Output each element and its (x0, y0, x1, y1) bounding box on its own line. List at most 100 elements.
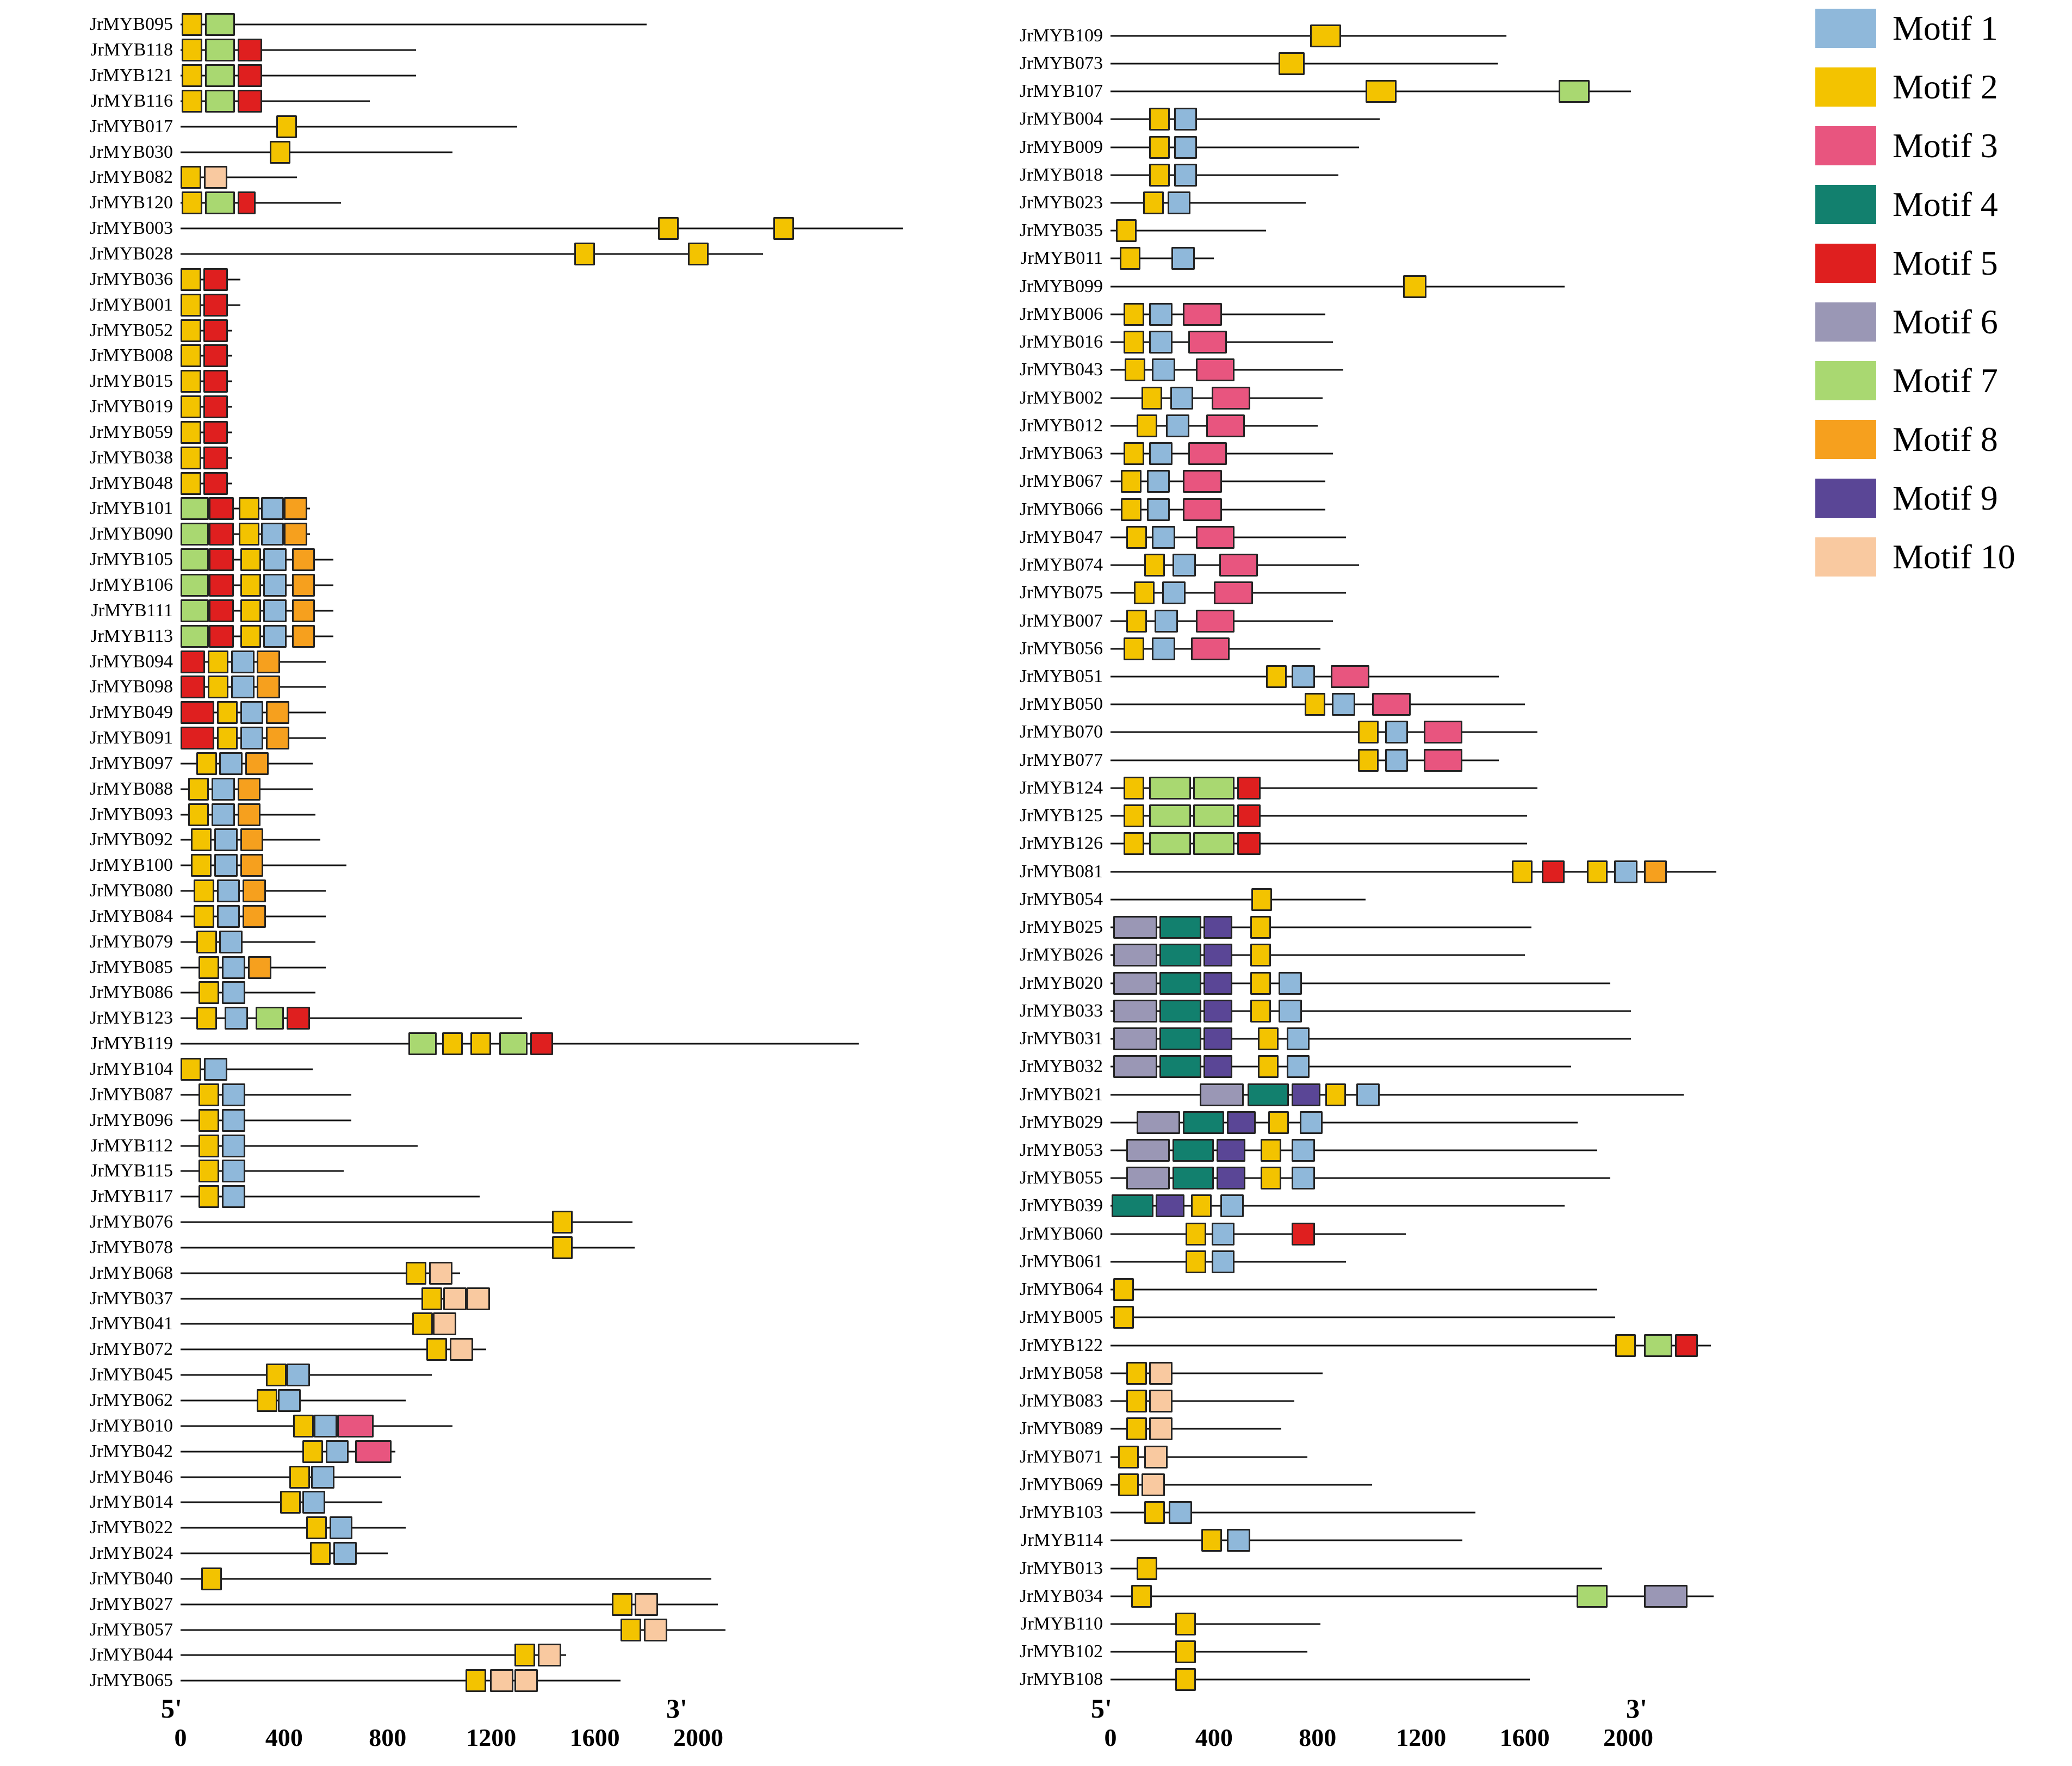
motif-box-motif1 (1146, 498, 1170, 521)
gene-row: JrMYB106 (0, 573, 925, 598)
motif-box-motif1 (240, 727, 264, 750)
motif-box-motif2 (1357, 748, 1379, 772)
motif-box-motif5 (1237, 832, 1261, 856)
motif-box-motif1 (212, 803, 235, 826)
motif-box-motif2 (1250, 916, 1271, 939)
sequence-track (1111, 523, 1738, 551)
motif-box-motif1 (1174, 108, 1198, 131)
sequence-track (1111, 1164, 1738, 1192)
x-axis-tick: 2000 (673, 1724, 723, 1751)
motif-box-motif2 (1586, 860, 1608, 883)
gene-row: JrMYB019 (0, 394, 925, 420)
motif-box-motif6 (1113, 971, 1157, 995)
motif-box-motif3 (1424, 748, 1463, 772)
motif-box-motif7 (205, 191, 235, 215)
sequence-line (1111, 1539, 1463, 1541)
motif-box-motif10 (514, 1669, 538, 1693)
gene-row: JrMYB034 (925, 1582, 1738, 1610)
sequence-line (1111, 35, 1507, 37)
gene-row: JrMYB063 (925, 440, 1738, 468)
sequence-line (1111, 899, 1366, 901)
motif-box-motif1 (1149, 302, 1173, 326)
gene-label: JrMYB096 (89, 1110, 173, 1130)
gene-label: JrMYB100 (89, 855, 173, 876)
motif-box-motif1 (311, 1465, 335, 1489)
motif-box-motif8 (291, 548, 315, 572)
motif-box-motif1 (1286, 1055, 1310, 1079)
gene-label: JrMYB074 (1019, 555, 1103, 575)
motif-box-motif2 (193, 904, 214, 928)
sequence-track (181, 165, 925, 190)
sequence-line (1111, 954, 1525, 956)
sequence-track (1111, 77, 1738, 105)
sequence-track (1111, 941, 1738, 969)
x-axis-tick: 1600 (569, 1724, 620, 1751)
motif-box-motif3 (1183, 302, 1222, 326)
motif-box-motif4 (1159, 916, 1201, 939)
motif-box-motif1 (1149, 331, 1173, 354)
gene-row: JrMYB037 (0, 1286, 925, 1311)
motif-box-motif3 (1190, 637, 1230, 660)
sequence-track (181, 1031, 925, 1057)
gene-label: JrMYB092 (89, 829, 173, 850)
motif-box-motif2 (181, 446, 202, 469)
motif-box-motif2 (1251, 888, 1273, 911)
gene-label: JrMYB105 (89, 549, 173, 570)
sequence-line (181, 1680, 621, 1682)
sequence-track (181, 1439, 925, 1464)
motif-box-motif2 (773, 217, 795, 240)
motif-box-motif10 (203, 166, 227, 189)
motif-box-motif4 (1173, 1138, 1214, 1162)
gene-label: JrMYB065 (89, 1670, 173, 1691)
motif-box-motif10 (489, 1669, 513, 1693)
sequence-track (1111, 468, 1738, 495)
sequence-line (181, 1451, 396, 1453)
motif-box-motif5 (209, 573, 234, 597)
sequence-line (1111, 286, 1565, 288)
gene-label: JrMYB115 (90, 1161, 173, 1181)
sequence-track (181, 1541, 925, 1566)
legend-swatch-motif8 (1815, 420, 1876, 459)
motif-box-motif7 (1643, 1334, 1672, 1357)
motif-box-motif2 (1121, 470, 1142, 493)
motif-box-motif5 (1237, 804, 1261, 828)
motif-box-motif5 (203, 472, 228, 495)
motif-box-motif2 (198, 1134, 220, 1157)
gene-label: JrMYB118 (90, 40, 173, 60)
motif-box-motif2 (1119, 247, 1140, 270)
sequence-track (181, 1617, 925, 1643)
gene-label: JrMYB004 (1019, 109, 1103, 129)
gene-row: JrMYB091 (0, 726, 925, 751)
gene-row: JrMYB026 (925, 941, 1738, 969)
gene-row: JrMYB016 (925, 329, 1738, 356)
motif-box-motif7 (1149, 776, 1191, 800)
motif-box-motif1 (1154, 609, 1178, 633)
motif-box-motif2 (181, 319, 202, 342)
gene-row: JrMYB105 (0, 547, 925, 573)
gene-label: JrMYB019 (89, 396, 173, 417)
gene-label: JrMYB063 (1019, 443, 1103, 464)
motif-box-motif2 (1149, 135, 1170, 159)
motif-box-motif2 (182, 191, 203, 215)
motif-box-motif1 (1170, 386, 1194, 410)
sequence-track (1111, 300, 1738, 328)
motif-box-motif7 (181, 548, 209, 572)
gene-label: JrMYB081 (1019, 861, 1103, 882)
sequence-line (1111, 1233, 1406, 1235)
motif-box-motif2 (1365, 80, 1397, 103)
sequence-track (1111, 969, 1738, 997)
motif-box-motif1 (329, 1516, 353, 1540)
legend-swatch-motif4 (1815, 185, 1876, 224)
motif-box-motif2 (198, 1185, 220, 1209)
motif-box-motif2 (181, 268, 202, 291)
gene-row: JrMYB117 (0, 1184, 925, 1210)
motif-box-motif7 (1193, 804, 1235, 828)
motif-box-motif10 (467, 1287, 490, 1310)
gene-label: JrMYB037 (89, 1288, 173, 1309)
gene-label: JrMYB076 (89, 1212, 173, 1232)
motif-box-motif2 (1258, 1055, 1279, 1079)
gene-label: JrMYB061 (1019, 1251, 1103, 1272)
sequence-track (1111, 133, 1738, 161)
motif-box-motif8 (240, 854, 264, 877)
gene-label: JrMYB044 (89, 1645, 173, 1665)
